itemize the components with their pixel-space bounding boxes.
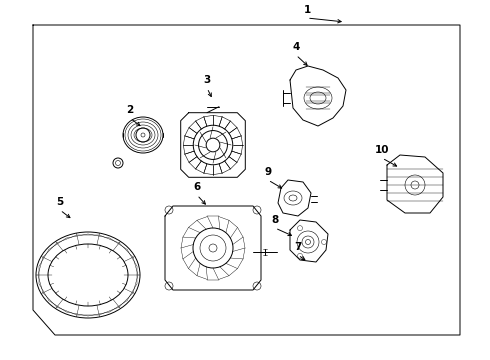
Text: 2: 2: [126, 105, 134, 115]
Text: 8: 8: [271, 215, 279, 225]
Text: 9: 9: [265, 167, 271, 177]
Text: 10: 10: [375, 145, 389, 155]
Text: 5: 5: [56, 197, 64, 207]
Text: 1: 1: [303, 5, 311, 15]
Text: 6: 6: [194, 182, 200, 192]
Text: 4: 4: [293, 42, 300, 52]
Text: 3: 3: [203, 75, 211, 85]
Text: 7: 7: [294, 242, 302, 252]
